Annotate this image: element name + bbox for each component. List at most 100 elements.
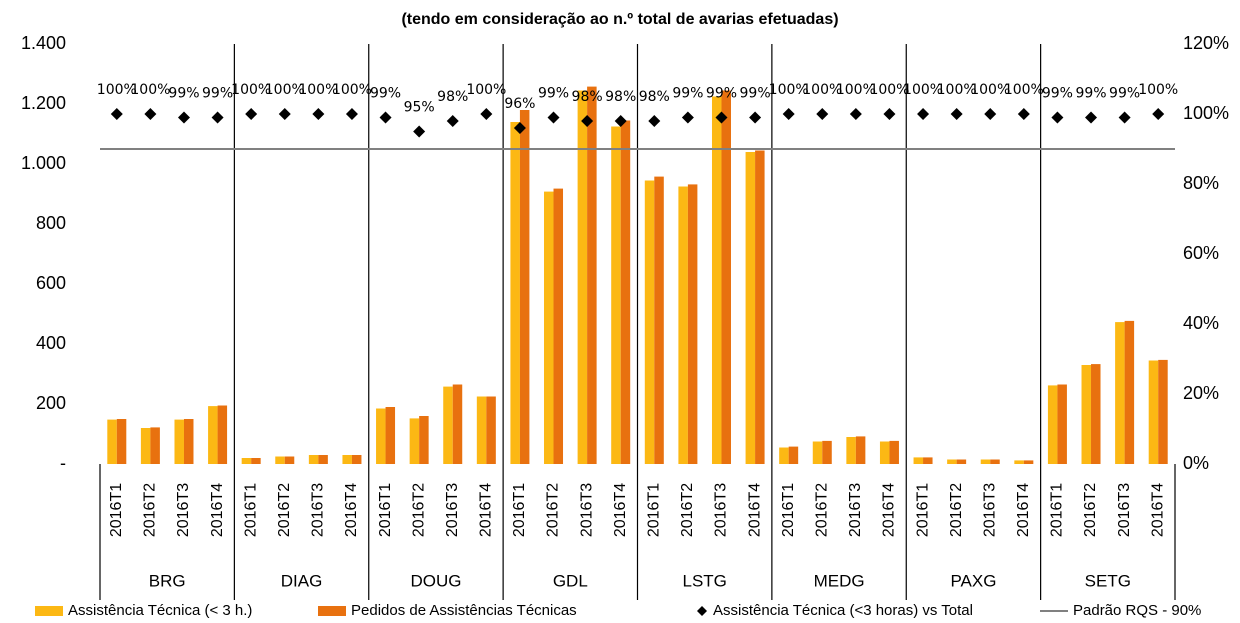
legend-label: Assistência Técnica (< 3 h.): [68, 602, 252, 619]
x-tick-label: 2016T2: [142, 483, 159, 537]
x-tick-label: 2016T1: [1049, 483, 1066, 537]
value-label: 100%: [769, 82, 809, 98]
diamond-marker: [211, 111, 224, 124]
bar: [745, 152, 756, 464]
y-tick-label: 800: [36, 213, 66, 233]
bar: [913, 457, 924, 464]
value-label: 100%: [1138, 82, 1178, 98]
bar: [644, 180, 655, 464]
x-tick-label: 2016T2: [545, 483, 562, 537]
chart-title: (tendo em consideração ao n.º total de a…: [401, 11, 838, 28]
bar: [1057, 384, 1067, 464]
bar: [385, 407, 396, 464]
diamond-marker: [917, 108, 930, 120]
bar: [443, 386, 453, 464]
bar: [342, 455, 352, 464]
x-tick-label: 2016T4: [343, 483, 360, 537]
diamond-marker: [614, 115, 627, 127]
group-label: LSTG: [682, 571, 726, 590]
y2-tick-label: 60%: [1183, 243, 1219, 263]
y2-tick-label: 80%: [1183, 173, 1219, 193]
bar: [990, 459, 1000, 464]
diamond-marker: [312, 108, 325, 120]
bar: [553, 188, 564, 464]
diamond-marker: [1051, 111, 1064, 124]
value-label: 99%: [672, 86, 703, 102]
legend-label: Padrão RQS - 90%: [1073, 602, 1201, 619]
bar: [1148, 360, 1159, 464]
legend-swatch: [318, 606, 346, 616]
bar: [241, 458, 252, 464]
bar: [174, 419, 184, 464]
bar: [812, 441, 823, 464]
bar: [544, 191, 554, 464]
y-tick-label: -: [60, 453, 66, 473]
diamond-marker: [1085, 111, 1098, 124]
value-label: 99%: [1075, 86, 1106, 102]
value-label: 100%: [265, 82, 305, 98]
bar: [284, 456, 295, 464]
y2-tick-label: 120%: [1183, 33, 1229, 53]
x-tick-label: 2016T3: [578, 483, 595, 537]
bar: [956, 459, 967, 464]
group-label: BRG: [149, 571, 186, 590]
diamond-marker: [849, 108, 862, 120]
legend-swatch: [35, 606, 63, 616]
value-label: 100%: [332, 82, 372, 98]
x-tick-label: 2016T2: [813, 483, 830, 537]
value-label: 99%: [168, 86, 199, 102]
bar: [107, 419, 117, 464]
diamond-marker: [278, 108, 291, 120]
group-label: SETG: [1085, 571, 1131, 590]
legend-label: Pedidos de Assistências Técnicas: [351, 602, 577, 619]
bar: [779, 447, 789, 464]
x-tick-label: 2016T4: [746, 483, 763, 537]
diamond-marker: [547, 111, 560, 124]
x-tick-label: 2016T1: [511, 483, 528, 537]
group-label: DOUG: [410, 571, 461, 590]
y2-tick-label: 0%: [1183, 453, 1209, 473]
x-tick-label: 2016T3: [310, 483, 327, 537]
diamond-marker: [245, 108, 258, 120]
bar: [275, 456, 285, 464]
value-label: 100%: [802, 82, 842, 98]
value-label: 99%: [1109, 86, 1140, 102]
x-tick-label: 2016T2: [276, 483, 293, 537]
y2-tick-label: 100%: [1183, 103, 1229, 123]
x-tick-label: 2016T4: [209, 483, 226, 537]
value-label: 100%: [298, 82, 338, 98]
x-tick-label: 2016T4: [881, 483, 898, 537]
value-label: 99%: [538, 86, 569, 102]
diamond-marker: [480, 108, 493, 120]
x-tick-label: 2016T4: [1149, 483, 1166, 537]
bar: [510, 122, 520, 464]
value-label: 100%: [466, 82, 506, 98]
value-label: 100%: [937, 82, 977, 98]
bar: [577, 90, 588, 464]
value-label: 99%: [740, 86, 771, 102]
bar: [140, 428, 151, 464]
bar: [1124, 320, 1135, 464]
bar: [318, 455, 328, 464]
bar: [1115, 322, 1125, 464]
bar: [947, 459, 957, 464]
y-tick-label: 1.000: [21, 153, 66, 173]
bar: [150, 427, 160, 464]
bar: [587, 86, 597, 464]
diamond-marker: [749, 111, 762, 124]
x-tick-label: 2016T4: [612, 483, 629, 537]
diamond-marker: [177, 111, 190, 124]
value-label: 98%: [437, 89, 468, 105]
value-label: 99%: [706, 86, 737, 102]
bar: [980, 459, 991, 464]
value-label: 100%: [231, 82, 271, 98]
x-tick-label: 2016T1: [377, 483, 394, 537]
bar: [678, 186, 688, 464]
bar: [879, 441, 890, 464]
bar: [208, 406, 218, 464]
bar: [409, 418, 420, 464]
value-label: 100%: [1004, 82, 1044, 98]
diamond-marker: [144, 108, 157, 120]
diamond-marker: [648, 115, 661, 127]
